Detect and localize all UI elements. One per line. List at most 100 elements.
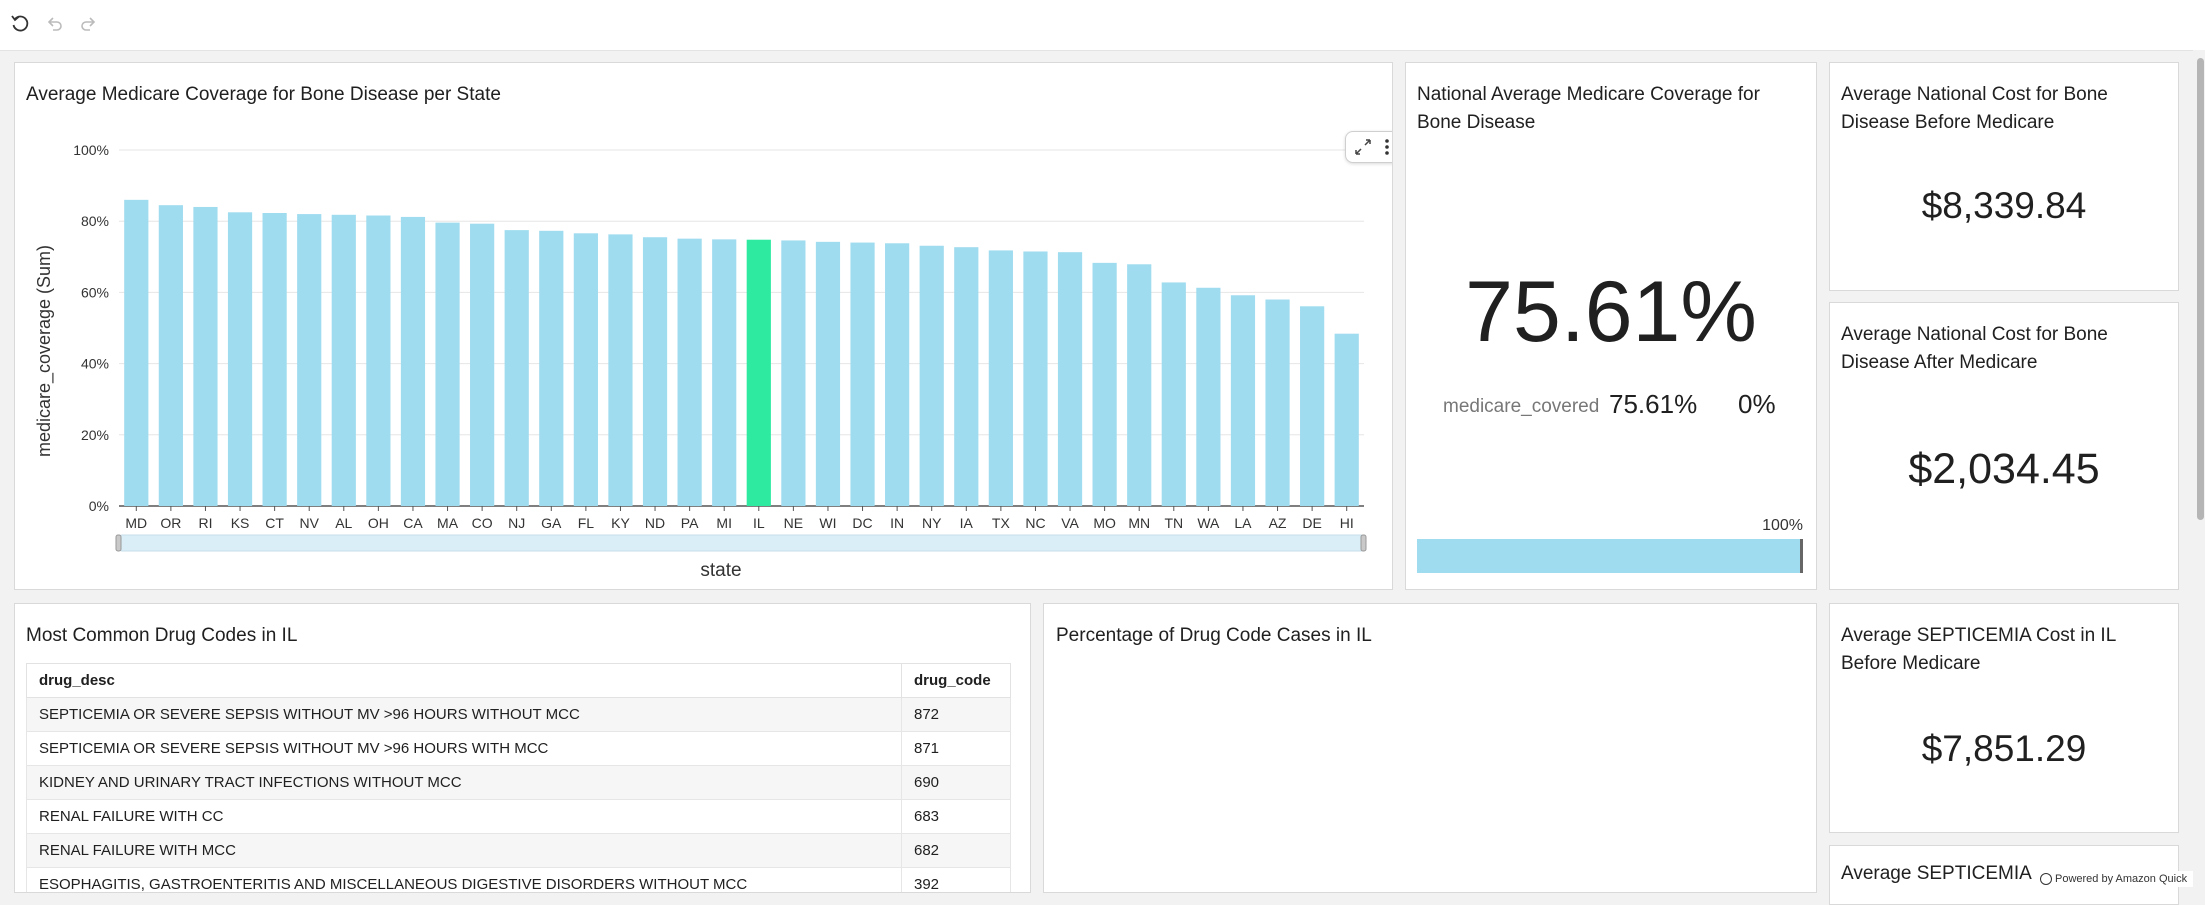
x-tick-label: CA	[403, 515, 423, 531]
bar-co[interactable]	[470, 223, 495, 506]
drug-code-cell: 871	[901, 731, 1011, 766]
bar-nd[interactable]	[642, 237, 668, 506]
bar-ga[interactable]	[539, 230, 564, 506]
bar-al[interactable]	[331, 214, 356, 507]
powered-by-text: Powered by Amazon Quick	[2055, 873, 2188, 885]
drug-desc-cell: SEPTICEMIA OR SEVERE SEPSIS WITHOUT MV >…	[26, 697, 902, 732]
y-tick-label: 40%	[81, 356, 109, 372]
x-tick-label: NE	[784, 515, 803, 531]
kpi-before-title: Average National Cost for Bone Disease B…	[1841, 84, 2108, 133]
kpi-septicemia-after-title: Average SEPTICEMIA	[1841, 863, 2032, 884]
x-tick-label: NV	[299, 515, 319, 531]
x-tick-label: CO	[472, 515, 493, 531]
bar-dc[interactable]	[850, 242, 875, 506]
bar-ky[interactable]	[608, 234, 633, 506]
bar-oh[interactable]	[366, 215, 391, 506]
x-tick-label: MA	[437, 515, 459, 531]
bar-nj[interactable]	[504, 230, 529, 506]
drug-code-cell: 682	[901, 833, 1011, 868]
metric-value: 75.61%	[1609, 389, 1698, 419]
x-tick-label: KS	[231, 515, 250, 531]
x-tick-label: KY	[611, 515, 630, 531]
x-tick-label: MN	[1128, 515, 1150, 531]
table-row[interactable]: SEPTICEMIA OR SEVERE SEPSIS WITHOUT MV >…	[26, 697, 1011, 732]
bar-ri[interactable]	[193, 206, 218, 506]
x-tick-label: IL	[753, 515, 765, 531]
bar-ca[interactable]	[400, 216, 426, 507]
page-scrollbar-thumb[interactable]	[2197, 58, 2204, 520]
drug-code-cell: 392	[901, 867, 1011, 892]
bar-in[interactable]	[885, 243, 910, 506]
x-tick-label: TX	[992, 515, 1011, 531]
x-tick-label: WA	[1197, 515, 1220, 531]
kpi-before-value: $8,339.84	[1921, 185, 2087, 226]
bar-ne[interactable]	[781, 240, 806, 506]
x-tick-label: GA	[541, 515, 562, 531]
bar-or[interactable]	[158, 205, 183, 506]
kpi-before-medicare-panel: Average National Cost for Bone Disease B…	[1829, 62, 2179, 291]
powered-by-badge: Powered by Amazon Quick	[2036, 871, 2194, 888]
bar-chart-panel: Average Medicare Coverage for Bone Disea…	[14, 62, 1393, 590]
x-tick-label: MD	[125, 515, 147, 531]
x-tick-label: VA	[1061, 515, 1079, 531]
bar-az[interactable]	[1265, 299, 1290, 506]
bar-fl[interactable]	[573, 233, 598, 506]
bar-wi[interactable]	[815, 241, 841, 506]
drug-codes-table: drug_desc drug_code SEPTICEMIA OR SEVERE…	[26, 663, 1011, 892]
bar-il[interactable]	[746, 239, 771, 506]
range-handle-left[interactable]	[115, 534, 122, 552]
bar-va[interactable]	[1057, 252, 1083, 506]
bar-hi[interactable]	[1334, 333, 1359, 506]
bar-ma[interactable]	[435, 222, 460, 506]
table-row[interactable]: RENAL FAILURE WITH MCC 682	[26, 833, 1011, 868]
table-row[interactable]: KIDNEY AND URINARY TRACT INFECTIONS WITH…	[26, 765, 1011, 800]
bar-pa[interactable]	[677, 238, 702, 507]
table-row[interactable]: ESOPHAGITIS, GASTROENTERITIS AND MISCELL…	[26, 867, 1011, 892]
x-tick-label: FL	[578, 515, 595, 531]
expand-icon[interactable]	[1352, 136, 1374, 158]
bar-mo[interactable]	[1092, 262, 1117, 506]
x-tick-label: RI	[198, 515, 212, 531]
kpi-septicemia-title: Average SEPTICEMIA Cost in IL Before Med…	[1841, 625, 2116, 674]
redo-icon[interactable]	[78, 13, 100, 35]
bar-wa[interactable]	[1196, 287, 1221, 506]
progress-track	[1417, 539, 1803, 573]
drug-desc-cell: ESOPHAGITIS, GASTROENTERITIS AND MISCELL…	[26, 867, 902, 892]
more-options-icon[interactable]	[1376, 136, 1392, 158]
bar-la[interactable]	[1230, 295, 1256, 506]
x-tick-label: DC	[852, 515, 872, 531]
x-tick-label: NC	[1025, 515, 1045, 531]
bar-tn[interactable]	[1161, 282, 1186, 506]
bar-ny[interactable]	[919, 245, 944, 506]
bar-ct[interactable]	[262, 213, 287, 506]
amazon-quick-logo-icon	[2040, 873, 2052, 886]
progress-max-label: 100%	[1762, 517, 1803, 534]
column-header-drug-desc[interactable]: drug_desc	[26, 663, 902, 698]
table-row[interactable]: SEPTICEMIA OR SEVERE SEPSIS WITHOUT MV >…	[26, 731, 1011, 766]
drug-code-percentage-title: Percentage of Drug Code Cases in IL	[1056, 625, 1372, 646]
table-row[interactable]: RENAL FAILURE WITH CC 683	[26, 799, 1011, 834]
bar-ia[interactable]	[954, 247, 979, 507]
column-header-drug-code[interactable]: drug_code	[901, 663, 1011, 698]
bar-nc[interactable]	[1023, 251, 1048, 506]
range-scrollbar[interactable]	[118, 534, 1365, 552]
bar-ks[interactable]	[227, 212, 253, 507]
reset-icon[interactable]	[9, 13, 31, 35]
undo-icon[interactable]	[43, 13, 65, 35]
bar-nv[interactable]	[297, 214, 322, 506]
bar-mn[interactable]	[1127, 264, 1152, 506]
progress-target-marker	[1800, 539, 1803, 573]
bar-tx[interactable]	[988, 250, 1013, 506]
x-tick-label: MO	[1093, 515, 1116, 531]
x-tick-label: TN	[1164, 515, 1183, 531]
kpi-after-value: $2,034.45	[1908, 445, 2100, 493]
y-tick-label: 80%	[81, 213, 109, 229]
national-coverage-value: 75.61%	[1465, 264, 1757, 360]
bar-mi[interactable]	[712, 239, 737, 506]
kpi-after-medicare-panel: Average National Cost for Bone Disease A…	[1829, 302, 2179, 590]
bar-de[interactable]	[1300, 306, 1325, 506]
bar-md[interactable]	[124, 199, 149, 506]
range-handle-right[interactable]	[1360, 534, 1367, 552]
drug-codes-panel: Most Common Drug Codes in IL drug_desc d…	[14, 603, 1031, 893]
kpi-septicemia-panel: Average SEPTICEMIA Cost in IL Before Med…	[1829, 603, 2179, 833]
